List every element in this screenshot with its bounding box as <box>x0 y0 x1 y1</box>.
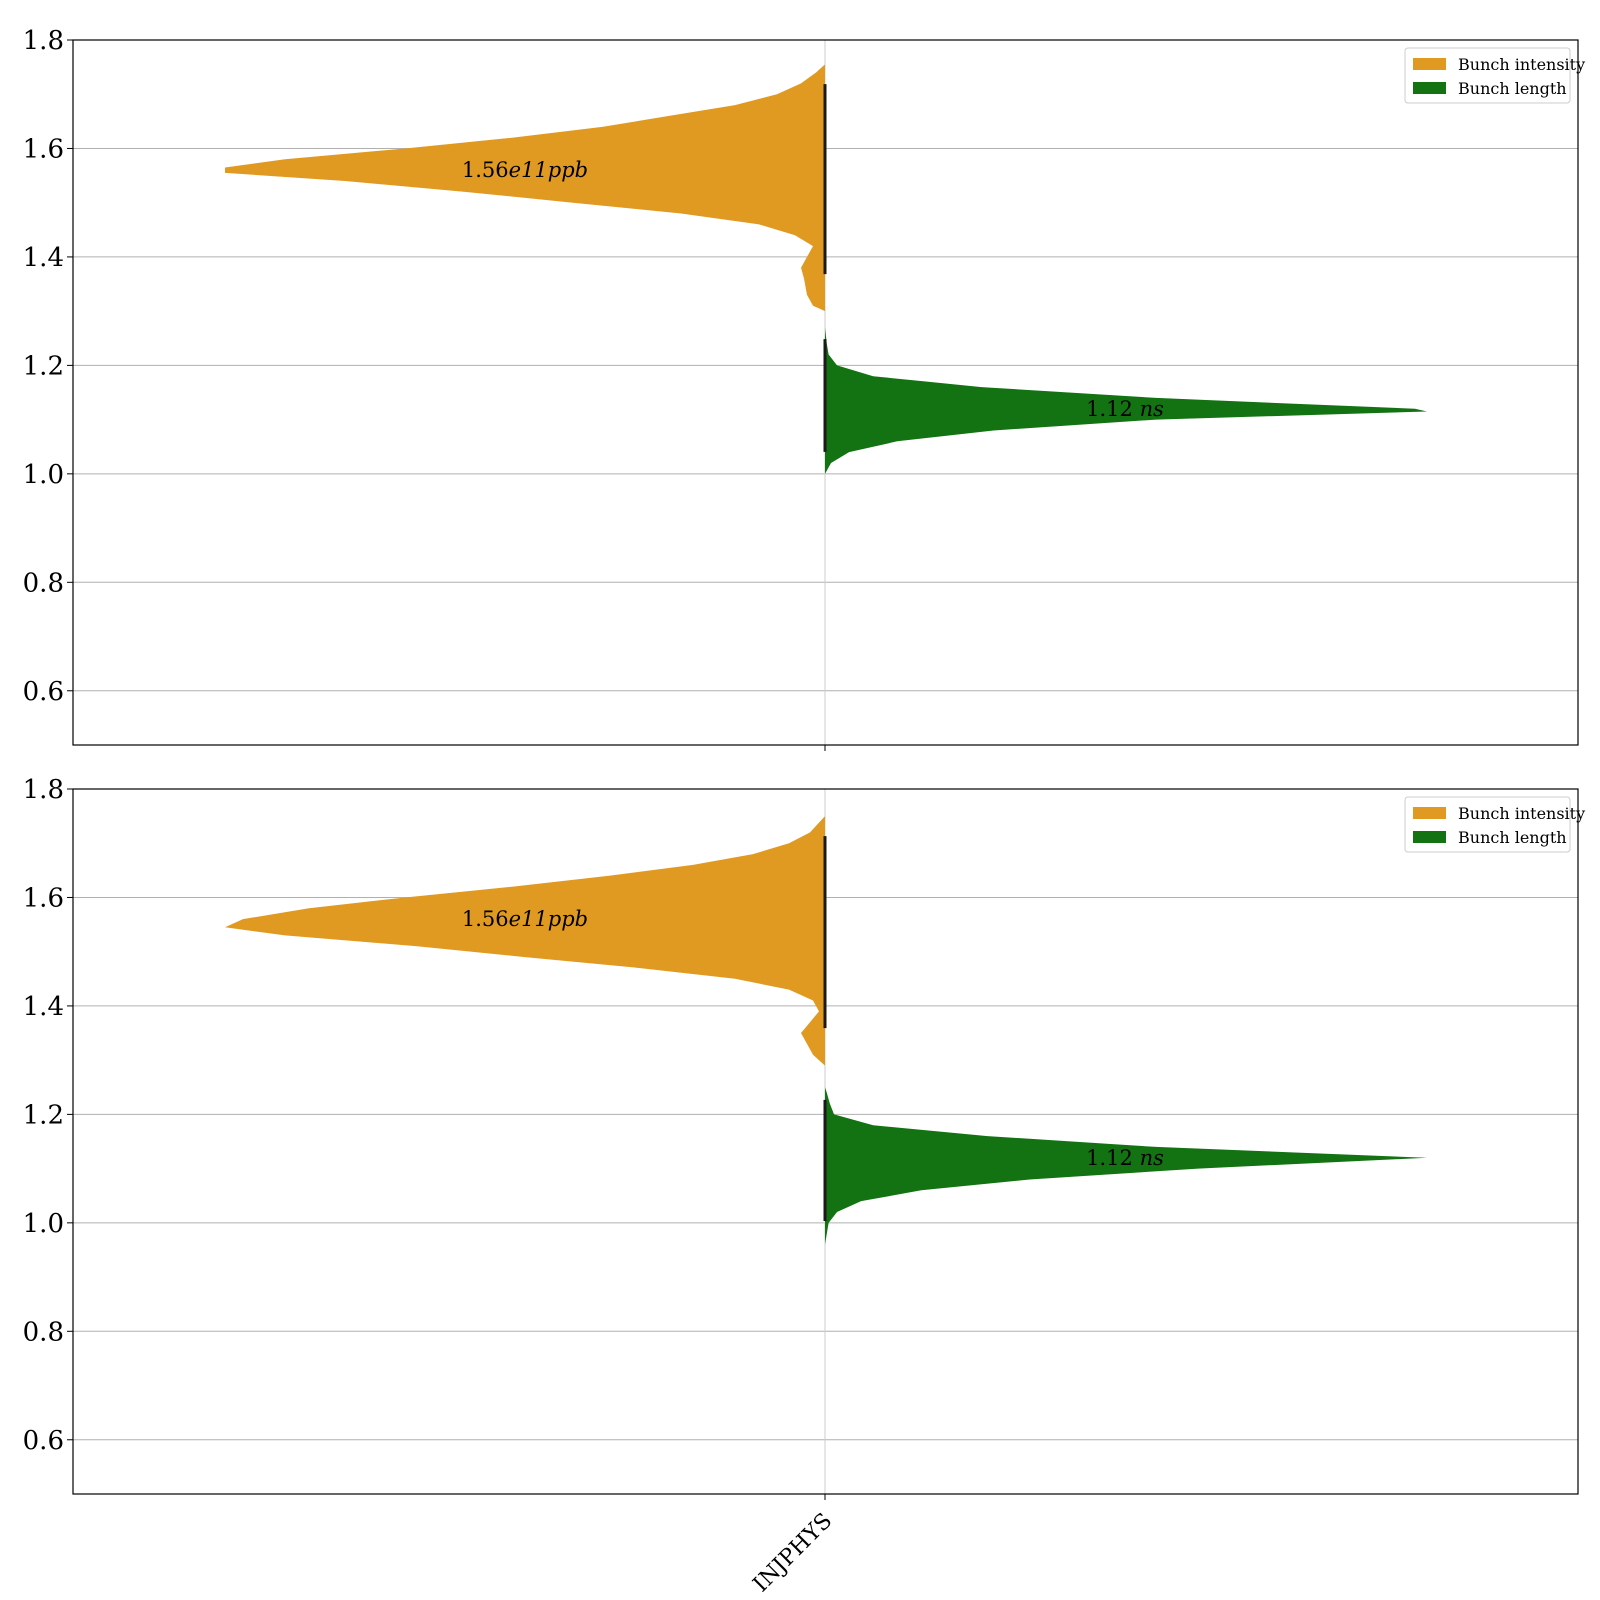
y-tick-label: 1.8 <box>23 26 64 56</box>
y-tick-label: 1.4 <box>23 243 64 273</box>
bunch-intensity-violin <box>225 64 825 312</box>
y-tick-label: 0.6 <box>23 1426 64 1456</box>
y-tick-label: 1.4 <box>23 992 64 1022</box>
y-tick-label: 0.6 <box>23 677 64 707</box>
y-tick-label: 0.8 <box>23 568 64 598</box>
legend-label: Bunch length <box>1458 828 1567 847</box>
bunch-length-violin <box>825 327 1427 474</box>
legend: Bunch intensity Bunch length <box>1404 47 1585 104</box>
legend-label: Bunch intensity <box>1458 55 1585 74</box>
legend-swatch <box>1413 82 1446 94</box>
y-tick-label: 1.0 <box>23 460 64 490</box>
y-tick-label: 0.8 <box>23 1317 64 1347</box>
legend-swatch <box>1413 831 1446 843</box>
y-tick-label: 1.2 <box>23 351 64 381</box>
y-tick-label: 1.2 <box>23 1100 64 1130</box>
y-tick-label: 1.0 <box>23 1209 64 1239</box>
y-tick-label: 1.8 <box>23 775 64 805</box>
legend-label: Bunch length <box>1458 79 1567 98</box>
bunch-intensity-median-label: 1.56e11ppb <box>462 158 588 182</box>
legend-box <box>1404 47 1571 104</box>
legend-swatch <box>1413 58 1446 70</box>
x-tick-label-injphys: INJPHYS <box>749 1509 838 1598</box>
legend-box <box>1404 796 1571 853</box>
bunch-length-median-label: 1.12 ns <box>1086 397 1164 421</box>
legend-swatch <box>1413 807 1446 819</box>
y-tick-label: 1.6 <box>23 883 64 913</box>
bunch-length-violin <box>825 1087 1427 1245</box>
bunch-intensity-violin <box>225 816 825 1066</box>
bunch-intensity-median-label: 1.56e11ppb <box>462 907 588 931</box>
bunch-length-median-label: 1.12 ns <box>1086 1146 1164 1170</box>
legend-label: Bunch intensity <box>1458 804 1585 823</box>
bottom-violin-panel: 0.6 0.8 1.0 1.2 1.4 1.6 1.8 1.56e11ppb 1.12 ns Bu… <box>23 775 1585 1500</box>
y-tick-label: 1.6 <box>23 134 64 164</box>
top-violin-panel: 0.6 0.8 1.0 1.2 1.4 1.6 1.8 1.56e11ppb 1.12 ns Bu… <box>23 26 1585 751</box>
legend: Bunch intensity Bunch length <box>1404 796 1585 853</box>
